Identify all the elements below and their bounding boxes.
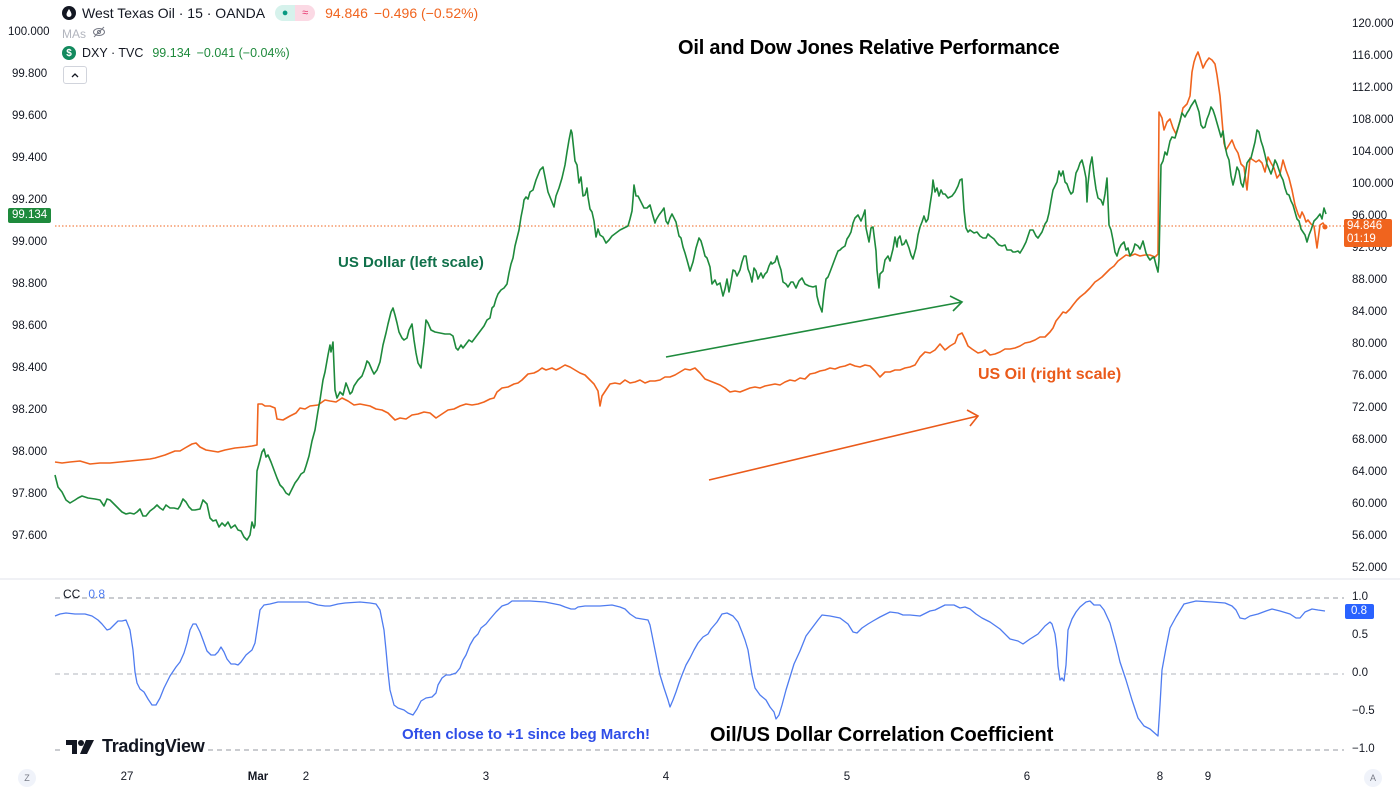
- right-axis-label: 112.000: [1352, 82, 1393, 94]
- time-axis-label: 6: [1023, 771, 1031, 783]
- left-axis-label: 98.200: [12, 404, 48, 416]
- delayed-data-icon: ≈: [295, 5, 316, 21]
- cc-indicator-legend[interactable]: CC 0.8: [63, 587, 105, 601]
- time-axis-label: 9: [1204, 771, 1212, 783]
- right-axis-label: 68.000: [1352, 434, 1388, 446]
- market-status-pill[interactable]: ● ≈: [275, 5, 316, 21]
- left-axis-label: 99.000: [12, 236, 48, 248]
- time-axis-label: Mar: [247, 771, 269, 783]
- right-axis-label: 72.000: [1352, 402, 1388, 414]
- time-axis-label: 27: [120, 771, 134, 783]
- tradingview-logo[interactable]: TradingView: [64, 736, 207, 757]
- auto-scale-button[interactable]: A: [1364, 769, 1382, 787]
- right-axis-label: 84.000: [1352, 306, 1388, 318]
- cc-title-annotation: Oil/US Dollar Correlation Coefficient: [710, 724, 1054, 746]
- left-axis-label: 99.800: [12, 68, 48, 80]
- left-axis-label: 98.600: [12, 320, 48, 332]
- right-axis-label: 56.000: [1352, 530, 1388, 542]
- time-axis-label: 8: [1156, 771, 1164, 783]
- right-axis-label: 104.000: [1352, 146, 1394, 158]
- cc-axis-label: 0.0: [1352, 667, 1368, 679]
- oil-price-tag-value: 94.846: [1347, 220, 1383, 232]
- cc-indicator-name: CC: [63, 587, 81, 601]
- main-chart-title: Oil and Dow Jones Relative Performance: [678, 37, 1060, 59]
- right-axis-label: 120.000: [1352, 18, 1394, 30]
- eye-off-icon[interactable]: [92, 26, 106, 41]
- cc-axis-label: −1.0: [1352, 743, 1375, 755]
- right-axis-label: 108.000: [1352, 114, 1394, 126]
- oil-trend-arrow: [708, 409, 980, 481]
- time-axis-label: 3: [482, 771, 490, 783]
- cc-series-line: [54, 600, 1326, 737]
- main-symbol-legend[interactable]: West Texas Oil · 15 · OANDA ● ≈ 94.846 −…: [62, 5, 478, 21]
- cc-value-tag: 0.8: [1345, 604, 1374, 619]
- right-axis-label: 76.000: [1352, 370, 1388, 382]
- overlay-legend[interactable]: $ DXY · TVC 99.134 −0.041 (−0.04%): [62, 46, 290, 60]
- oil-annotation: US Oil (right scale): [978, 366, 1122, 383]
- mas-label: MAs: [62, 26, 86, 41]
- left-axis-label: 99.600: [12, 110, 48, 122]
- left-axis-label: 97.800: [12, 488, 48, 500]
- tradingview-logo-icon: [66, 739, 94, 754]
- symbol-price: 94.846: [325, 5, 368, 21]
- right-axis-label: 80.000: [1352, 338, 1388, 350]
- cc-axis-label: −0.5: [1352, 705, 1375, 717]
- left-axis-label: 98.800: [12, 278, 48, 290]
- right-axis-label: 64.000: [1352, 466, 1388, 478]
- cc-axis-label: 0.5: [1352, 629, 1368, 641]
- left-axis-label: 100.000: [8, 26, 50, 38]
- time-axis-label: 2: [302, 771, 310, 783]
- dxy-trend-arrow: [665, 295, 964, 358]
- right-axis-label: 52.000: [1352, 562, 1388, 574]
- chevron-up-icon: [71, 73, 79, 78]
- right-axis-label: 88.000: [1352, 274, 1388, 286]
- mas-legend[interactable]: MAs: [62, 26, 106, 41]
- oil-price-tag: 94.846 01:19: [1344, 219, 1392, 247]
- oil-last-point: [1322, 224, 1328, 230]
- overlay-name: DXY · TVC: [82, 46, 144, 60]
- left-axis-label: 98.400: [12, 362, 48, 374]
- dxy-price-tag: 99.134: [8, 208, 52, 223]
- overlay-price: 99.134: [152, 46, 191, 60]
- oil-series-line: [54, 51, 1327, 465]
- time-axis-label: 4: [662, 771, 670, 783]
- dxy-annotation: US Dollar (left scale): [338, 254, 484, 271]
- time-axis-label: 5: [843, 771, 851, 783]
- tradingview-wordmark: TradingView: [102, 736, 205, 756]
- symbol-change: −0.496 (−0.52%): [373, 5, 479, 21]
- left-axis-label: 99.400: [12, 152, 48, 164]
- right-axis-label: 116.000: [1352, 50, 1393, 62]
- right-axis-label: 60.000: [1352, 498, 1388, 510]
- zoom-reset-button[interactable]: Z: [18, 769, 36, 787]
- symbol-name: West Texas Oil · 15 · OANDA: [82, 5, 266, 21]
- bar-countdown: 01:19: [1347, 233, 1376, 245]
- left-axis-label: 98.000: [12, 446, 48, 458]
- dxy-series-line: [54, 99, 1327, 541]
- right-axis-label: 100.000: [1352, 178, 1394, 190]
- cc-note-annotation: Often close to +1 since beg March!: [402, 726, 650, 743]
- overlay-change: −0.041 (−0.04%): [196, 46, 290, 60]
- drop-icon: [62, 6, 76, 20]
- left-axis-label: 97.600: [12, 530, 48, 542]
- cc-axis-label: 1.0: [1352, 591, 1368, 603]
- cc-indicator-value: 0.8: [88, 587, 106, 601]
- left-axis-label: 99.200: [12, 194, 48, 206]
- dollar-icon: $: [62, 46, 76, 60]
- collapse-legend-button[interactable]: [63, 66, 87, 84]
- market-open-dot-icon: ●: [275, 5, 296, 21]
